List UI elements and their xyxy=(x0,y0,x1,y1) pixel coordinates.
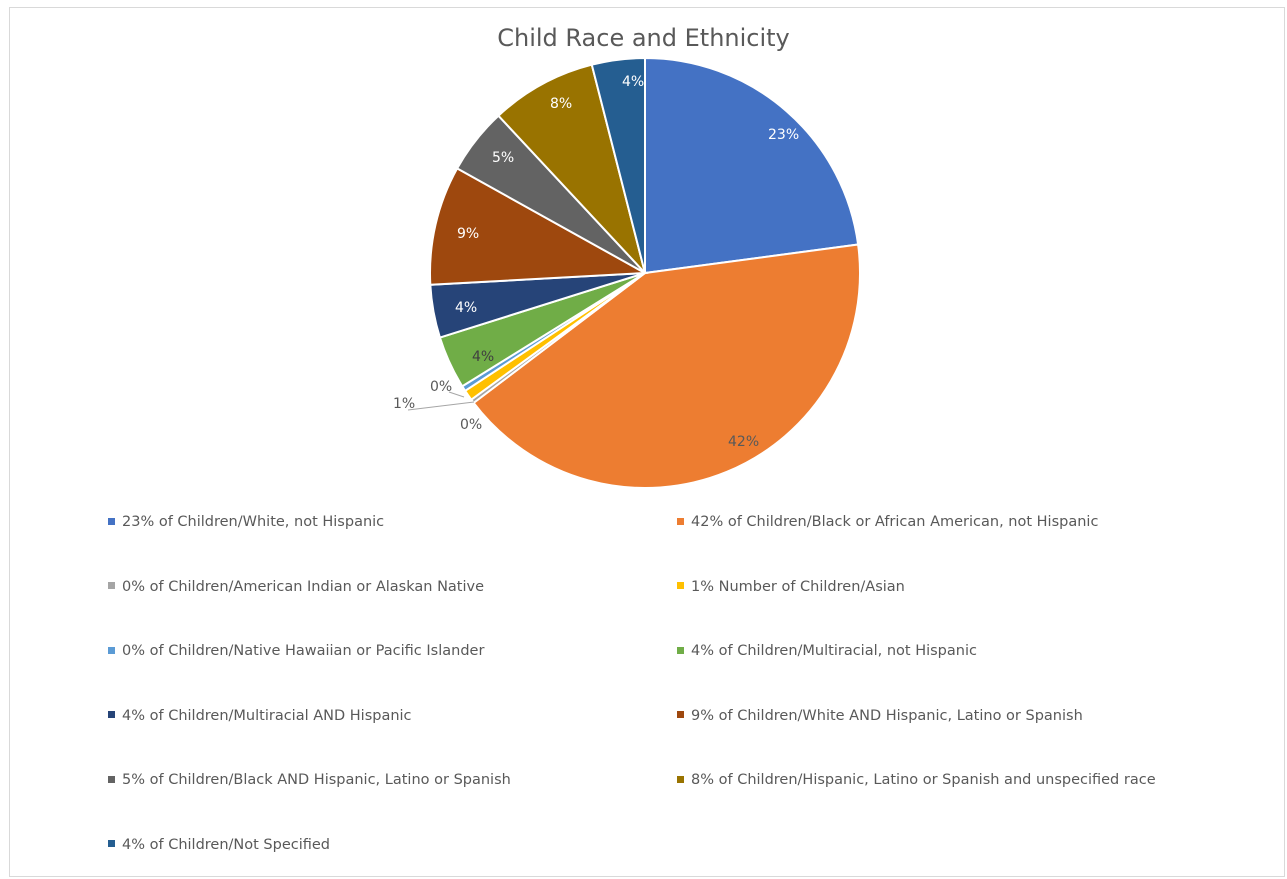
legend-swatch xyxy=(677,517,684,525)
slice-data-label: 0% xyxy=(460,417,482,433)
legend-swatch xyxy=(677,582,684,589)
legend-label: 9% of Children/White AND Hispanic, Latin… xyxy=(691,707,1083,724)
legend-label: 5% of Children/Black AND Hispanic, Latin… xyxy=(122,772,511,788)
slice-data-label: 5% xyxy=(492,150,514,166)
legend-item: 8% of Children/Hispanic, Latino or Spani… xyxy=(677,770,1156,790)
legend-item: 0% of Children/Native Hawaiian or Pacifi… xyxy=(108,641,484,661)
legend-swatch xyxy=(108,517,115,525)
legend-label: 23% of Children/White, not Hispanic xyxy=(122,514,385,530)
legend-label: 4% of Children/Not Specified xyxy=(122,836,331,853)
slice-data-label: 4% xyxy=(622,74,644,90)
legend-label: 4% of Children/Multiracial AND Hispanic xyxy=(122,707,412,724)
pie-slice xyxy=(644,56,860,275)
legend-label: 1% Number of Children/Asian xyxy=(691,578,905,595)
legend-item: 4% of Children/Multiracial AND Hispanic xyxy=(108,706,412,726)
legend-swatch xyxy=(108,775,115,783)
legend-swatch xyxy=(108,582,115,589)
pie-slice xyxy=(472,243,861,489)
legend-item: 23% of Children/White, not Hispanic xyxy=(108,512,384,532)
slice-data-label: 4% xyxy=(472,349,494,365)
slice-data-label: 0% xyxy=(430,379,452,395)
legend-item: 4% of Children/Multiracial, not Hispanic xyxy=(677,641,977,661)
leader-line xyxy=(407,401,475,411)
legend-item: 42% of Children/Black or African America… xyxy=(677,512,1098,532)
legend-label: 0% of Children/American Indian or Alaska… xyxy=(122,578,485,595)
legend-label: 4% of Children/Multiracial, not Hispanic xyxy=(691,643,977,659)
legend-item: 1% Number of Children/Asian xyxy=(677,577,905,597)
legend-label: 0% of Children/Native Hawaiian or Pacifi… xyxy=(122,643,485,659)
legend-label: 42% of Children/Black or African America… xyxy=(691,514,1099,530)
legend-item: 9% of Children/White AND Hispanic, Latin… xyxy=(677,706,1083,726)
slice-data-label: 4% xyxy=(455,300,477,316)
slice-data-label: 23% xyxy=(768,127,799,143)
legend-item: 0% of Children/American Indian or Alaska… xyxy=(108,577,484,597)
leader-line xyxy=(448,391,465,398)
legend-item: 4% of Children/Not Specified xyxy=(108,835,330,855)
legend-label: 8% of Children/Hispanic, Latino or Spani… xyxy=(691,772,1156,788)
slice-data-label: 1% xyxy=(393,396,415,412)
legend-swatch xyxy=(677,646,684,654)
pie-slice xyxy=(428,167,649,286)
legend-item: 5% of Children/Black AND Hispanic, Latin… xyxy=(108,770,511,790)
chart-title: Child Race and Ethnicity xyxy=(497,24,790,52)
slice-data-label: 8% xyxy=(550,96,572,112)
legend-swatch xyxy=(677,775,684,783)
legend-swatch xyxy=(108,840,115,847)
pie-slice xyxy=(496,63,646,274)
slice-data-label: 42% xyxy=(728,434,759,450)
legend-swatch xyxy=(108,711,115,718)
legend-swatch xyxy=(677,711,684,718)
legend-swatch xyxy=(108,646,115,654)
slice-data-label: 9% xyxy=(457,226,479,242)
pie-slice xyxy=(590,56,646,274)
